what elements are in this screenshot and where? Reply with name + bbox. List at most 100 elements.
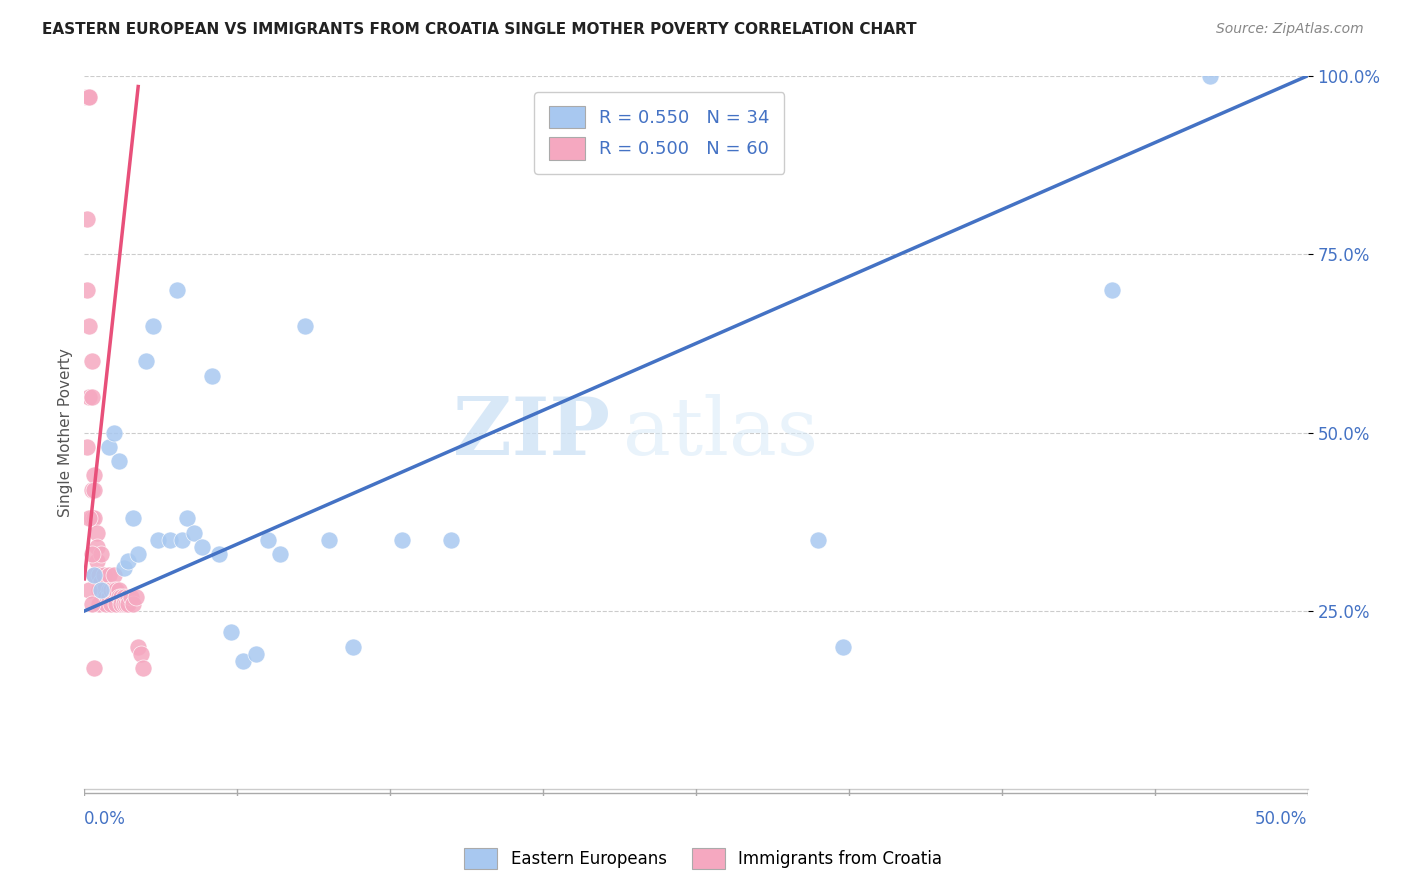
Point [90,547,112,561]
Point [103,568,125,582]
Point [159,533,181,547]
Point [97,440,120,454]
Point [107,590,129,604]
Point [83,568,105,582]
Point [208,547,231,561]
Point [80,483,103,497]
Point [117,590,139,604]
Point [103,582,125,597]
Point [132,661,155,675]
Point [83,568,105,582]
Point [807,533,830,547]
Point [318,533,340,547]
Point [93,568,115,582]
Text: 0.0%: 0.0% [84,810,127,828]
Point [391,533,413,547]
Point [125,590,148,604]
Point [112,590,135,604]
Point [127,640,149,654]
Point [96,590,118,604]
Text: Source: ZipAtlas.com: Source: ZipAtlas.com [1216,22,1364,37]
Point [831,640,853,654]
Point [86,554,108,568]
Point [191,540,214,554]
Point [97,590,120,604]
Point [183,525,205,540]
Y-axis label: Single Mother Poverty: Single Mother Poverty [58,348,73,517]
Point [86,525,108,540]
Point [1198,69,1220,83]
Point [105,582,128,597]
Point [83,468,105,483]
Point [232,654,254,668]
Point [96,597,118,611]
Point [86,540,108,554]
Point [440,533,463,547]
Point [76,440,98,454]
Point [200,368,222,383]
Point [83,483,105,497]
Point [166,283,188,297]
Point [103,425,125,440]
Point [83,661,105,675]
Point [245,647,267,661]
Text: ZIP: ZIP [453,393,610,472]
Point [76,90,98,104]
Point [87,597,110,611]
Legend: Eastern Europeans, Immigrants from Croatia: Eastern Europeans, Immigrants from Croat… [457,842,949,875]
Point [107,454,129,468]
Point [127,547,149,561]
Point [129,647,152,661]
Point [90,575,112,590]
Point [219,625,242,640]
Point [294,318,316,333]
Point [76,90,98,104]
Point [117,554,139,568]
Point [100,597,122,611]
Point [87,568,110,582]
Point [115,597,138,611]
Point [80,547,103,561]
Point [77,582,100,597]
Point [76,90,98,104]
Point [142,318,165,333]
Point [105,597,128,611]
Point [76,211,98,226]
Point [257,533,280,547]
Point [97,568,120,582]
Point [176,511,198,525]
Point [120,590,142,604]
Point [76,90,98,104]
Point [110,590,132,604]
Point [117,597,139,611]
Point [112,561,135,575]
Point [100,582,122,597]
Point [76,283,98,297]
Point [87,582,110,597]
Point [93,582,115,597]
Point [172,533,194,547]
Point [80,511,103,525]
Point [122,511,145,525]
Point [77,90,100,104]
Point [97,582,120,597]
Point [80,390,103,404]
Point [1101,283,1123,297]
Point [77,511,100,525]
Point [112,597,135,611]
Point [77,318,100,333]
Text: atlas: atlas [623,393,818,472]
Text: EASTERN EUROPEAN VS IMMIGRANTS FROM CROATIA SINGLE MOTHER POVERTY CORRELATION CH: EASTERN EUROPEAN VS IMMIGRANTS FROM CROA… [42,22,917,37]
Point [269,547,291,561]
Text: 50.0%: 50.0% [1256,810,1308,828]
Point [135,354,157,368]
Point [77,90,100,104]
Legend: R = 0.550   N = 34, R = 0.500   N = 60: R = 0.550 N = 34, R = 0.500 N = 60 [534,92,785,174]
Point [110,597,132,611]
Point [90,582,112,597]
Point [122,597,145,611]
Point [77,390,100,404]
Point [80,597,103,611]
Point [80,354,103,368]
Point [146,533,169,547]
